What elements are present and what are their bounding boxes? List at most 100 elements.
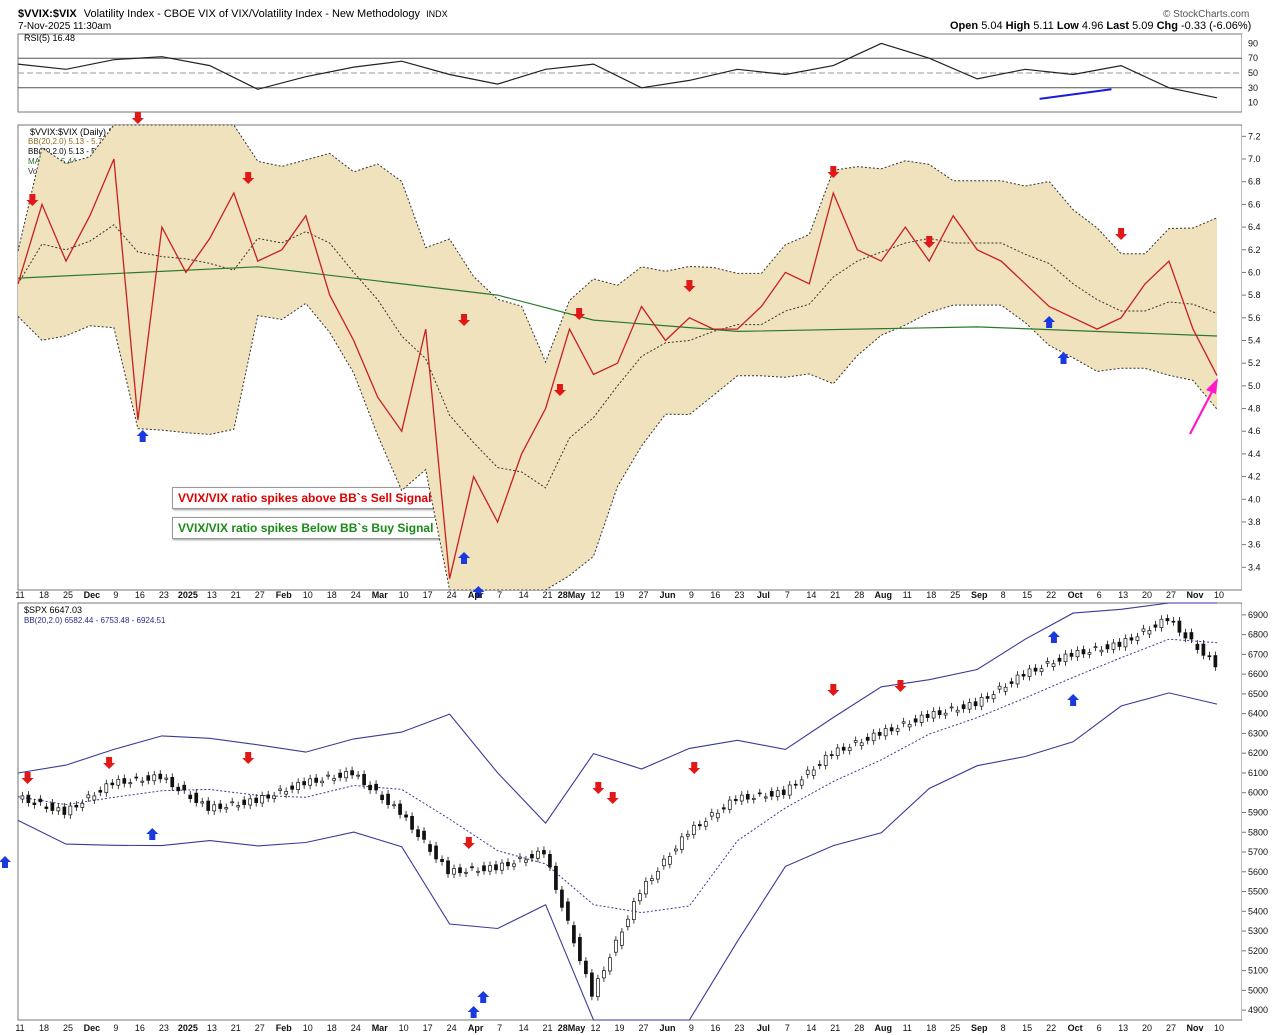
spx-candle: [679, 836, 684, 850]
x-axis-label: 10: [399, 590, 409, 600]
x-axis-label: 25: [950, 590, 960, 600]
spx-candle: [602, 970, 606, 979]
spx-buy-arrow: [1067, 694, 1080, 706]
rsi-tick-label: 30: [1248, 83, 1258, 93]
spx-candle: [1117, 641, 1122, 647]
x-axis-label: Oct: [1068, 590, 1083, 600]
rsi-tick-label: 70: [1248, 53, 1258, 63]
spx-candle: [368, 784, 372, 791]
spx-candle: [530, 854, 534, 859]
spx-candle: [224, 807, 229, 810]
ratio-legend-line: $VVIX:$VIX (Daily) 5.09: [30, 127, 127, 137]
spx-sell-arrow: [21, 772, 34, 784]
x-axis-label: 25: [63, 1023, 73, 1033]
spx-candle: [1057, 657, 1062, 662]
buy-signal-arrow: [1043, 316, 1056, 328]
sell-signal-arrow: [131, 112, 144, 124]
spx-candle: [260, 795, 265, 804]
x-axis-label: 24: [351, 1023, 361, 1033]
spx-sell-arrow: [592, 782, 605, 794]
x-axis-label: 28May: [558, 1023, 586, 1033]
spx-candle: [338, 772, 342, 778]
spx-candle: [775, 790, 780, 797]
ohlc-readout: Open 5.04 High 5.11 Low 4.96 Last 5.09 C…: [950, 20, 1252, 32]
sell-signal-arrow: [458, 314, 471, 326]
buy-signal-note: VVIX/VIX ratio spikes Below BB`s Buy Sig…: [172, 517, 450, 539]
spx-candle: [548, 854, 552, 868]
rsi-divergence-line: [1039, 88, 1112, 100]
spx-candle: [817, 764, 822, 766]
spx-tick-label: 5800: [1248, 827, 1268, 837]
spx-candle: [685, 833, 690, 837]
x-axis-label: 13: [207, 1023, 217, 1033]
x-axis-label: Oct: [1068, 1023, 1083, 1033]
sell-signal-arrow: [827, 166, 840, 178]
spx-candle: [440, 858, 444, 862]
spx-candle: [284, 791, 289, 795]
spx-candle: [500, 862, 504, 871]
x-axis-label: 18: [926, 1023, 936, 1033]
x-axis-label: 23: [159, 1023, 169, 1033]
spx-candle: [1003, 686, 1008, 692]
spx-candle: [841, 746, 846, 751]
x-axis-label: Dec: [84, 590, 101, 600]
buy-signal-arrow: [136, 430, 149, 442]
spx-candle: [176, 786, 181, 792]
spx-candle: [1207, 655, 1212, 658]
x-axis-label: 28May: [558, 590, 586, 600]
spx-candle: [901, 721, 906, 724]
spx-candle: [644, 881, 648, 895]
spx-candle: [1123, 638, 1128, 648]
spx-candle: [86, 794, 91, 799]
x-axis-label: 12: [591, 590, 601, 600]
spx-candle: [889, 727, 894, 732]
spx-candle: [883, 728, 888, 737]
ratio-tick-label: 6.4: [1248, 222, 1261, 232]
spx-candle: [1051, 663, 1056, 667]
spx-candle: [1099, 649, 1104, 653]
spx-tick-label: 5700: [1248, 847, 1268, 857]
sell-signal-arrow: [242, 172, 255, 184]
spx-candle: [985, 696, 990, 699]
x-axis-label: Aug: [875, 1023, 893, 1033]
spx-candle: [248, 798, 253, 806]
x-axis-label: 7: [497, 1023, 502, 1033]
x-axis-label: 27: [255, 1023, 265, 1033]
spx-candle: [608, 957, 612, 972]
spx-candle: [829, 754, 834, 756]
spx-candle: [554, 865, 558, 890]
spx-candle: [464, 871, 468, 874]
spx-candle: [62, 806, 67, 815]
spx-candle: [290, 785, 295, 790]
spx-candle: [1159, 618, 1164, 628]
spx-candle: [997, 685, 1002, 690]
spx-candle: [92, 795, 97, 801]
spx-candle: [560, 889, 564, 908]
spx-tick-label: 6900: [1248, 610, 1268, 620]
spx-candle: [1129, 637, 1134, 641]
spx-candle: [482, 865, 486, 872]
spx-candle: [1141, 628, 1146, 632]
spx-candle: [398, 803, 402, 815]
ratio-tick-label: 6.0: [1248, 267, 1261, 277]
x-axis-label: 10: [399, 1023, 409, 1033]
ratio-tick-label: 7.0: [1248, 154, 1261, 164]
spx-candle: [907, 723, 912, 728]
x-axis-label: Feb: [276, 1023, 293, 1033]
x-axis-label: 7: [785, 590, 790, 600]
spx-candle: [494, 864, 498, 871]
ratio-tick-label: 3.6: [1248, 540, 1261, 550]
spx-candle: [254, 797, 259, 803]
spx-tick-label: 6000: [1248, 788, 1268, 798]
x-axis-label: Mar: [372, 590, 389, 600]
spx-candle: [823, 755, 828, 766]
spx-candle: [140, 780, 145, 783]
ratio-tick-label: 6.2: [1248, 245, 1261, 255]
datetime: 7-Nov-2025 11:30am: [18, 21, 112, 32]
x-axis-label: 22: [1046, 1023, 1056, 1033]
spx-candle: [715, 812, 720, 819]
x-axis-label: Jun: [659, 590, 675, 600]
x-axis-label: 28: [854, 590, 864, 600]
rsi-tick-label: 90: [1248, 38, 1258, 48]
spx-candle: [1063, 653, 1068, 663]
